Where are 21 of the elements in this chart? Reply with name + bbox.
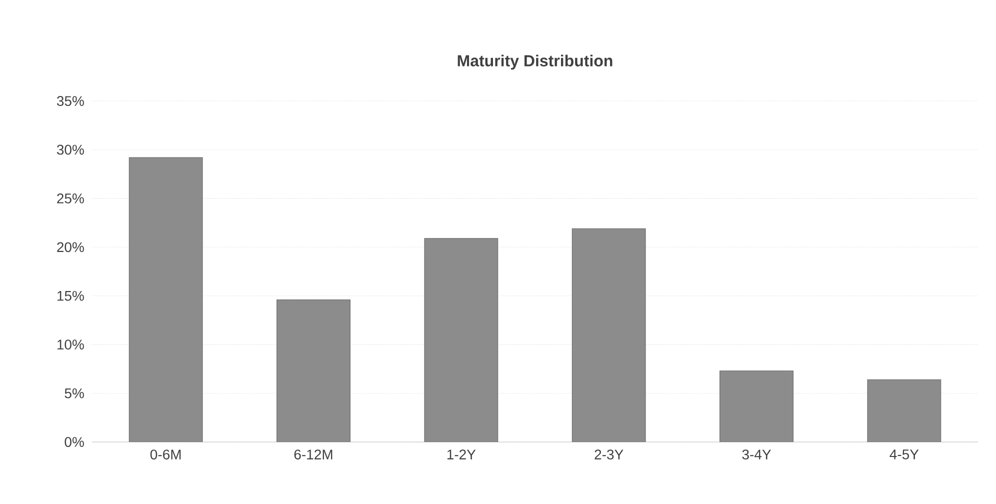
x-tick-label: 3-4Y — [742, 450, 771, 460]
y-tick-label: 25% — [57, 193, 84, 204]
bar — [720, 370, 794, 442]
y-tick-label: 35% — [56, 96, 84, 106]
bar — [572, 228, 646, 442]
y-tick-label: 0% — [64, 437, 84, 447]
bar — [128, 157, 203, 442]
x-tick-label: 6-12M — [294, 450, 332, 460]
y-tick-label: 20% — [57, 242, 84, 252]
bar — [867, 379, 942, 442]
y-tick-label: 10% — [57, 340, 84, 350]
x-tick-label: 1-2Y — [447, 450, 476, 460]
bar — [276, 299, 350, 442]
y-tick-label: 5% — [64, 388, 84, 398]
y-tick-label: 30% — [56, 144, 84, 155]
y-tick-label: 15% — [57, 290, 84, 301]
bar — [424, 238, 498, 442]
x-tick-label: 4-5Y — [890, 450, 919, 460]
chart-title: Maturity Distribution — [458, 54, 612, 70]
x-tick-label: 0-6M — [150, 450, 181, 460]
x-tick-label: 2-3Y — [594, 450, 624, 460]
